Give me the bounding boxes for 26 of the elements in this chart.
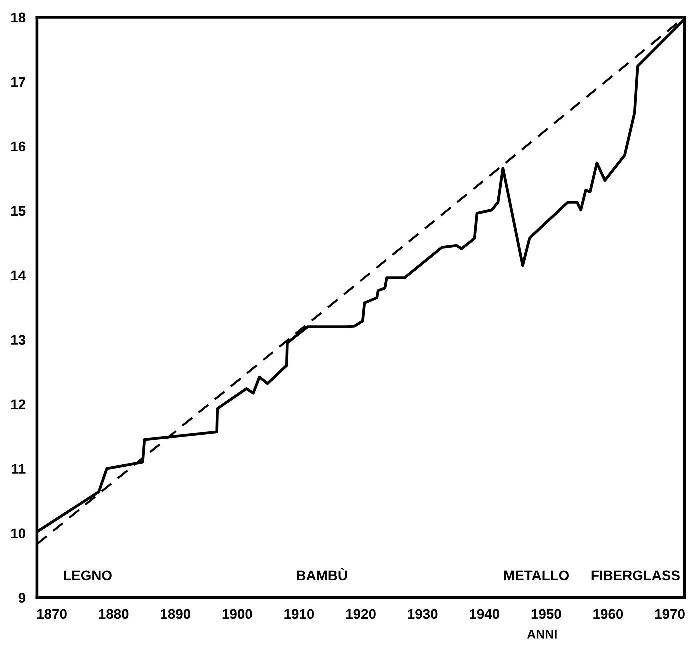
y-tick-label: 10	[12, 528, 26, 539]
x-tick-label: 1940	[470, 609, 500, 620]
y-tick-label: 16	[12, 142, 26, 152]
x-tick-label: 1870	[37, 609, 67, 620]
x-tick-label: 1880	[99, 609, 129, 620]
x-tick-label: 1910	[284, 609, 314, 620]
y-tick-label: 13	[12, 335, 26, 346]
y-tick-label: 17	[12, 77, 26, 87]
annotation: BAMBÙ	[297, 568, 348, 581]
y-tick-label: 14	[12, 270, 26, 280]
annotation: METALLO	[504, 570, 570, 581]
x-tick-label: 1960	[594, 609, 624, 620]
y-tick-label: 18	[12, 12, 26, 23]
y-tick-label: 9	[18, 593, 26, 603]
x-tick-label: 1930	[408, 609, 438, 620]
y-tick-label: 15	[12, 206, 26, 216]
y-tick-label: 12	[12, 400, 26, 410]
x-tick-label: 1950	[532, 609, 562, 620]
x-axis-title: ANNI	[527, 630, 557, 639]
x-tick-label: 1920	[346, 609, 376, 620]
x-tick-label: 1970	[655, 609, 685, 620]
annotation: FIBERGLASS	[592, 570, 680, 581]
y-tick-label: 11	[12, 464, 26, 474]
x-tick-label: 1890	[161, 609, 191, 620]
annotation: LEGNO	[64, 570, 112, 581]
x-tick-label: 1900	[222, 609, 252, 620]
